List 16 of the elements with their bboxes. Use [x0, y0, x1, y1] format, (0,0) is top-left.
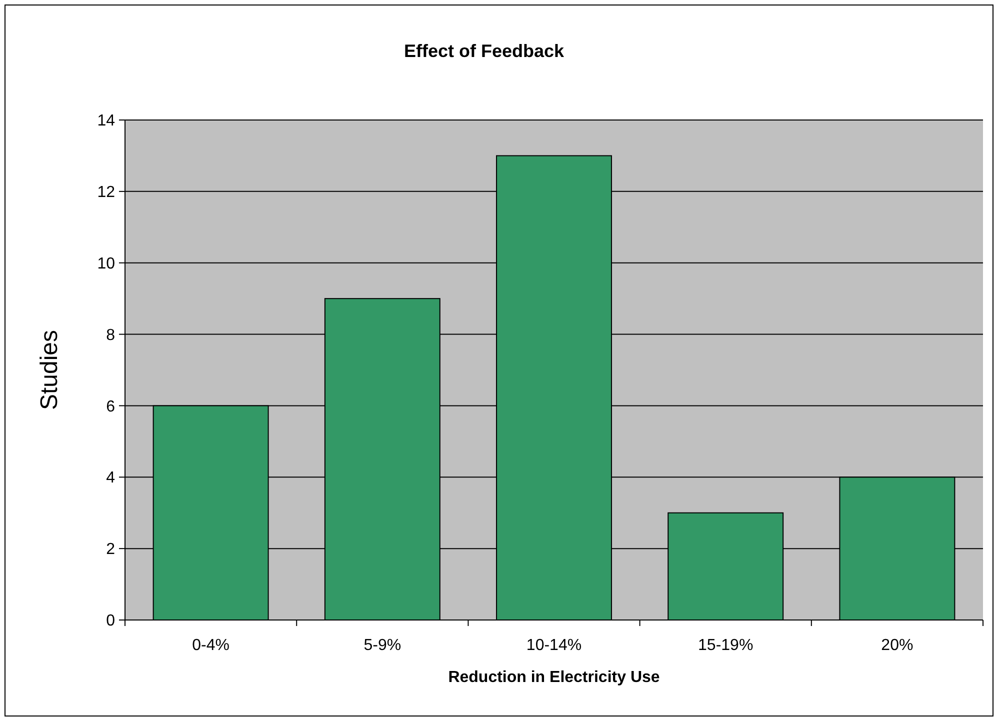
y-tick-label: 10	[97, 255, 116, 272]
x-tick-label: 0-4%	[192, 637, 230, 654]
x-tick-label: 5-9%	[364, 637, 402, 654]
x-tick-label: 10-14%	[526, 637, 582, 654]
x-tick-label: 15-19%	[698, 637, 754, 654]
y-tick-label: 8	[106, 326, 116, 344]
y-tick-label: 12	[97, 184, 116, 202]
y-axis-title: Studies	[36, 330, 63, 410]
y-tick-label: 2	[106, 541, 116, 558]
chart-title: Effect of Feedback	[404, 41, 566, 61]
y-tick-label: 6	[106, 398, 116, 416]
y-tick-label: 0	[106, 612, 116, 630]
x-tick-label: 20%	[881, 637, 914, 654]
y-tick-label: 14	[97, 112, 116, 130]
y-tick-label: 4	[106, 470, 116, 487]
x-axis-title: Reduction in Electricity Use	[448, 669, 660, 686]
